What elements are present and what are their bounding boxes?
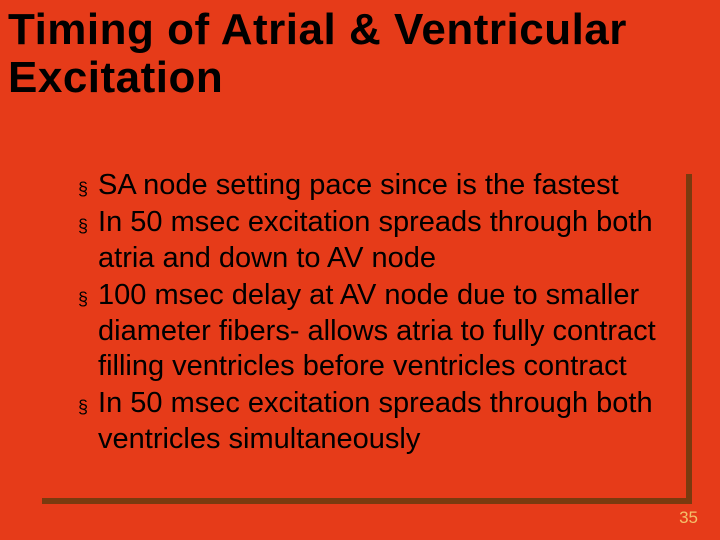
slide-title: Timing of Atrial & Ventricular Excitatio… [0, 0, 720, 101]
page-number: 35 [679, 508, 698, 528]
list-item: § 100 msec delay at AV node due to smalle… [78, 278, 670, 384]
list-item: § In 50 msec excitation spreads through b… [78, 205, 670, 276]
bullet-text: In 50 msec excitation spreads through bo… [98, 205, 670, 276]
bullet-marker-icon: § [78, 290, 88, 308]
bullet-text: In 50 msec excitation spreads through bo… [98, 386, 670, 457]
list-item: § In 50 msec excitation spreads through b… [78, 386, 670, 457]
bullet-marker-icon: § [78, 217, 88, 235]
list-item: § SA node setting pace since is the faste… [78, 168, 670, 203]
bullet-list: § SA node setting pace since is the faste… [36, 168, 686, 498]
bullet-marker-icon: § [78, 180, 88, 198]
bullet-text: SA node setting pace since is the fastes… [98, 168, 619, 203]
slide: Timing of Atrial & Ventricular Excitatio… [0, 0, 720, 540]
bullet-marker-icon: § [78, 398, 88, 416]
bullet-text: 100 msec delay at AV node due to smaller… [98, 278, 670, 384]
